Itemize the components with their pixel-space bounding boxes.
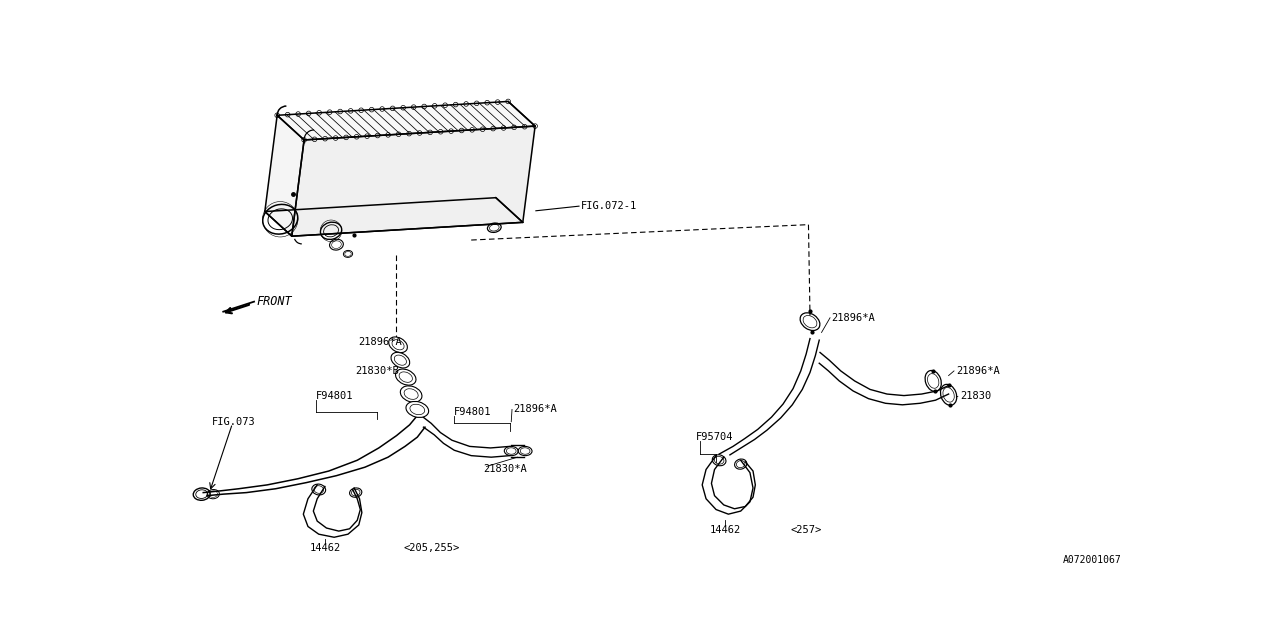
Text: <257>: <257> <box>791 525 822 534</box>
Polygon shape <box>292 126 535 236</box>
Text: <205,255>: <205,255> <box>403 543 460 553</box>
Text: F94801: F94801 <box>454 407 492 417</box>
Ellipse shape <box>401 386 422 402</box>
Text: F95704: F95704 <box>696 432 733 442</box>
Text: 21896*A: 21896*A <box>956 366 1000 376</box>
Text: 21830*A: 21830*A <box>483 465 526 474</box>
Text: 21896*A: 21896*A <box>832 313 876 323</box>
Text: FIG.072-1: FIG.072-1 <box>581 201 637 211</box>
Polygon shape <box>265 115 305 236</box>
Text: A072001067: A072001067 <box>1064 556 1121 565</box>
Text: 21830: 21830 <box>960 391 992 401</box>
Ellipse shape <box>390 353 410 368</box>
Text: 21896*A: 21896*A <box>358 337 402 348</box>
Text: FRONT: FRONT <box>256 295 292 308</box>
Ellipse shape <box>396 369 416 385</box>
Text: 14462: 14462 <box>310 543 340 553</box>
Ellipse shape <box>406 401 429 417</box>
Ellipse shape <box>389 337 407 353</box>
Text: FIG.073: FIG.073 <box>211 417 256 427</box>
Text: 14462: 14462 <box>709 525 741 534</box>
Text: 21896*A: 21896*A <box>513 404 557 415</box>
Text: F94801: F94801 <box>316 391 353 401</box>
Polygon shape <box>278 101 535 140</box>
Text: 21830*B: 21830*B <box>356 366 399 376</box>
